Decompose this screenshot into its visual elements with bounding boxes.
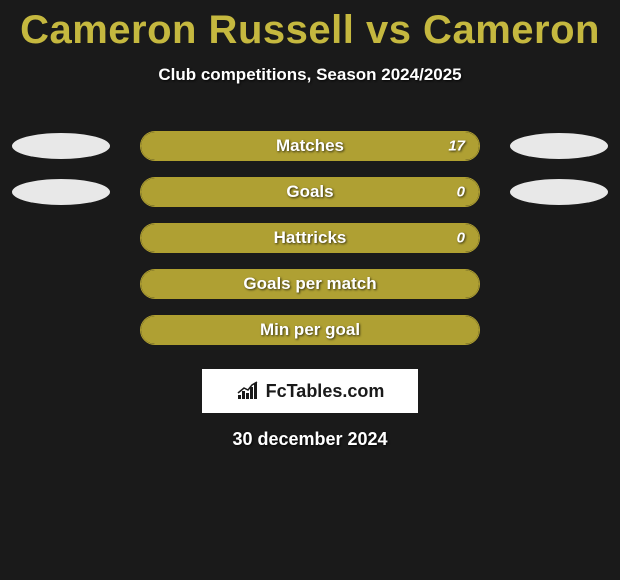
stat-value: 0 bbox=[457, 230, 465, 247]
stat-bar: Goals 0 bbox=[140, 177, 480, 207]
stats-area: Matches 17 Goals 0 Hattricks 0 bbox=[0, 123, 620, 353]
stat-row-goals: Goals 0 bbox=[0, 169, 620, 215]
brand-text: FcTables.com bbox=[266, 381, 385, 402]
stat-bar: Goals per match bbox=[140, 269, 480, 299]
infographic-container: Cameron Russell vs Cameron Club competit… bbox=[0, 0, 620, 450]
stat-value: 17 bbox=[448, 138, 465, 155]
stat-row-mpg: Min per goal bbox=[0, 307, 620, 353]
ellipse-left bbox=[12, 133, 110, 159]
stat-row-gpm: Goals per match bbox=[0, 261, 620, 307]
subtitle: Club competitions, Season 2024/2025 bbox=[0, 65, 620, 85]
stat-label: Hattricks bbox=[274, 228, 347, 248]
stat-label: Min per goal bbox=[260, 320, 360, 340]
stat-label: Matches bbox=[276, 136, 344, 156]
bar-chart-icon bbox=[236, 381, 262, 401]
date-text: 30 december 2024 bbox=[0, 429, 620, 450]
stat-label: Goals per match bbox=[243, 274, 376, 294]
stat-value: 0 bbox=[457, 184, 465, 201]
stat-row-matches: Matches 17 bbox=[0, 123, 620, 169]
ellipse-right bbox=[510, 179, 608, 205]
stat-label: Goals bbox=[286, 182, 333, 202]
ellipse-left bbox=[12, 179, 110, 205]
stat-row-hattricks: Hattricks 0 bbox=[0, 215, 620, 261]
ellipse-right bbox=[510, 133, 608, 159]
stat-bar: Hattricks 0 bbox=[140, 223, 480, 253]
stat-bar: Matches 17 bbox=[140, 131, 480, 161]
brand-box: FcTables.com bbox=[202, 369, 418, 413]
page-title: Cameron Russell vs Cameron bbox=[0, 8, 620, 53]
stat-bar: Min per goal bbox=[140, 315, 480, 345]
